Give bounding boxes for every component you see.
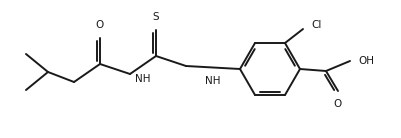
Text: OH: OH [357, 56, 373, 66]
Text: NH: NH [205, 76, 220, 87]
Text: O: O [95, 20, 104, 30]
Text: NH: NH [135, 74, 150, 84]
Text: O: O [333, 99, 341, 109]
Text: Cl: Cl [310, 20, 320, 30]
Text: S: S [152, 12, 159, 22]
